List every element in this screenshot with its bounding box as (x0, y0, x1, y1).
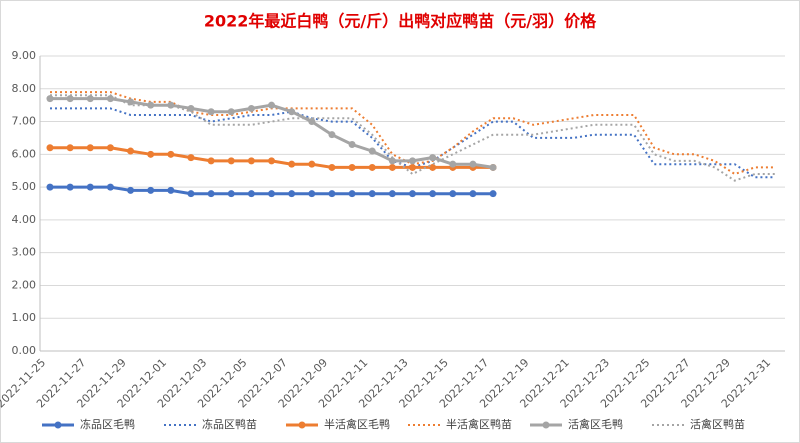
y-tick-label: 2.00 (12, 278, 37, 291)
legend-label: 半活禽区鸭苗 (446, 417, 512, 431)
legend-label: 冻品区毛鸭 (80, 417, 135, 431)
series-line (50, 107, 775, 179)
data-point (46, 95, 54, 103)
data-point (328, 163, 336, 171)
y-tick-label: 1.00 (12, 311, 37, 324)
data-point (247, 104, 255, 112)
data-point (388, 157, 396, 165)
data-point (368, 147, 376, 155)
chart-title: 2022年最近白鸭（元/斤）出鸭对应鸭苗（元/羽）价格 (204, 12, 597, 31)
y-tick-label: 8.00 (12, 82, 37, 95)
data-point (187, 104, 195, 112)
data-point (227, 157, 235, 165)
data-point (449, 160, 457, 168)
data-point (106, 183, 114, 191)
legend-label: 冻品区鸭苗 (202, 417, 257, 431)
legend-label: 活禽区毛鸭 (568, 417, 623, 431)
data-point (207, 157, 215, 165)
data-point (46, 183, 54, 191)
y-tick-label: 6.00 (12, 147, 37, 160)
data-point (247, 157, 255, 165)
data-point (308, 160, 316, 168)
data-point (288, 190, 296, 198)
data-point (106, 95, 114, 103)
data-point (348, 141, 356, 148)
legend-marker (542, 421, 550, 429)
data-point (86, 183, 94, 191)
data-point (409, 190, 416, 198)
data-point (187, 190, 195, 198)
data-point (147, 186, 155, 194)
data-point (489, 163, 497, 171)
data-point (328, 190, 336, 198)
y-tick-label: 0.00 (12, 344, 37, 357)
data-point (66, 95, 74, 103)
y-tick-label: 4.00 (12, 213, 37, 226)
y-tick-label: 3.00 (12, 246, 37, 259)
data-point (409, 163, 416, 171)
data-point (247, 190, 255, 198)
data-point (268, 190, 276, 198)
data-point (469, 160, 477, 168)
data-point (449, 190, 457, 198)
data-point (207, 108, 215, 116)
y-tick-label: 5.00 (12, 180, 37, 193)
legend-label: 半活禽区毛鸭 (324, 417, 390, 431)
data-point (147, 150, 155, 158)
data-point (348, 190, 356, 198)
data-point (127, 186, 135, 194)
data-point (66, 183, 74, 191)
data-point (207, 190, 215, 198)
y-tick-label: 9.00 (12, 49, 37, 62)
data-point (268, 101, 276, 109)
data-point (388, 163, 396, 171)
data-point (368, 190, 376, 198)
data-point (167, 101, 175, 109)
y-tick-label: 7.00 (12, 115, 37, 128)
data-point (167, 150, 175, 158)
data-point (86, 144, 94, 152)
data-point (409, 157, 416, 165)
data-point (328, 131, 336, 139)
data-point (489, 190, 497, 198)
data-point (429, 190, 437, 198)
data-point (268, 157, 276, 165)
data-point (388, 190, 396, 198)
data-point (187, 154, 195, 162)
data-point (469, 190, 477, 198)
data-point (348, 163, 356, 171)
data-point (308, 118, 316, 126)
data-point (147, 101, 155, 109)
legend-marker (298, 421, 306, 429)
legend-marker (54, 421, 62, 429)
data-point (288, 108, 296, 116)
data-point (227, 108, 235, 116)
data-point (308, 190, 316, 198)
data-point (46, 144, 54, 152)
data-point (429, 163, 437, 171)
data-point (106, 144, 114, 152)
data-point (66, 144, 74, 152)
data-point (288, 160, 296, 168)
data-point (86, 95, 94, 103)
data-point (429, 154, 437, 162)
data-point (127, 147, 135, 155)
data-point (167, 186, 175, 194)
data-point (368, 163, 376, 171)
legend-label: 活禽区鸭苗 (690, 417, 745, 431)
data-point (227, 190, 235, 198)
